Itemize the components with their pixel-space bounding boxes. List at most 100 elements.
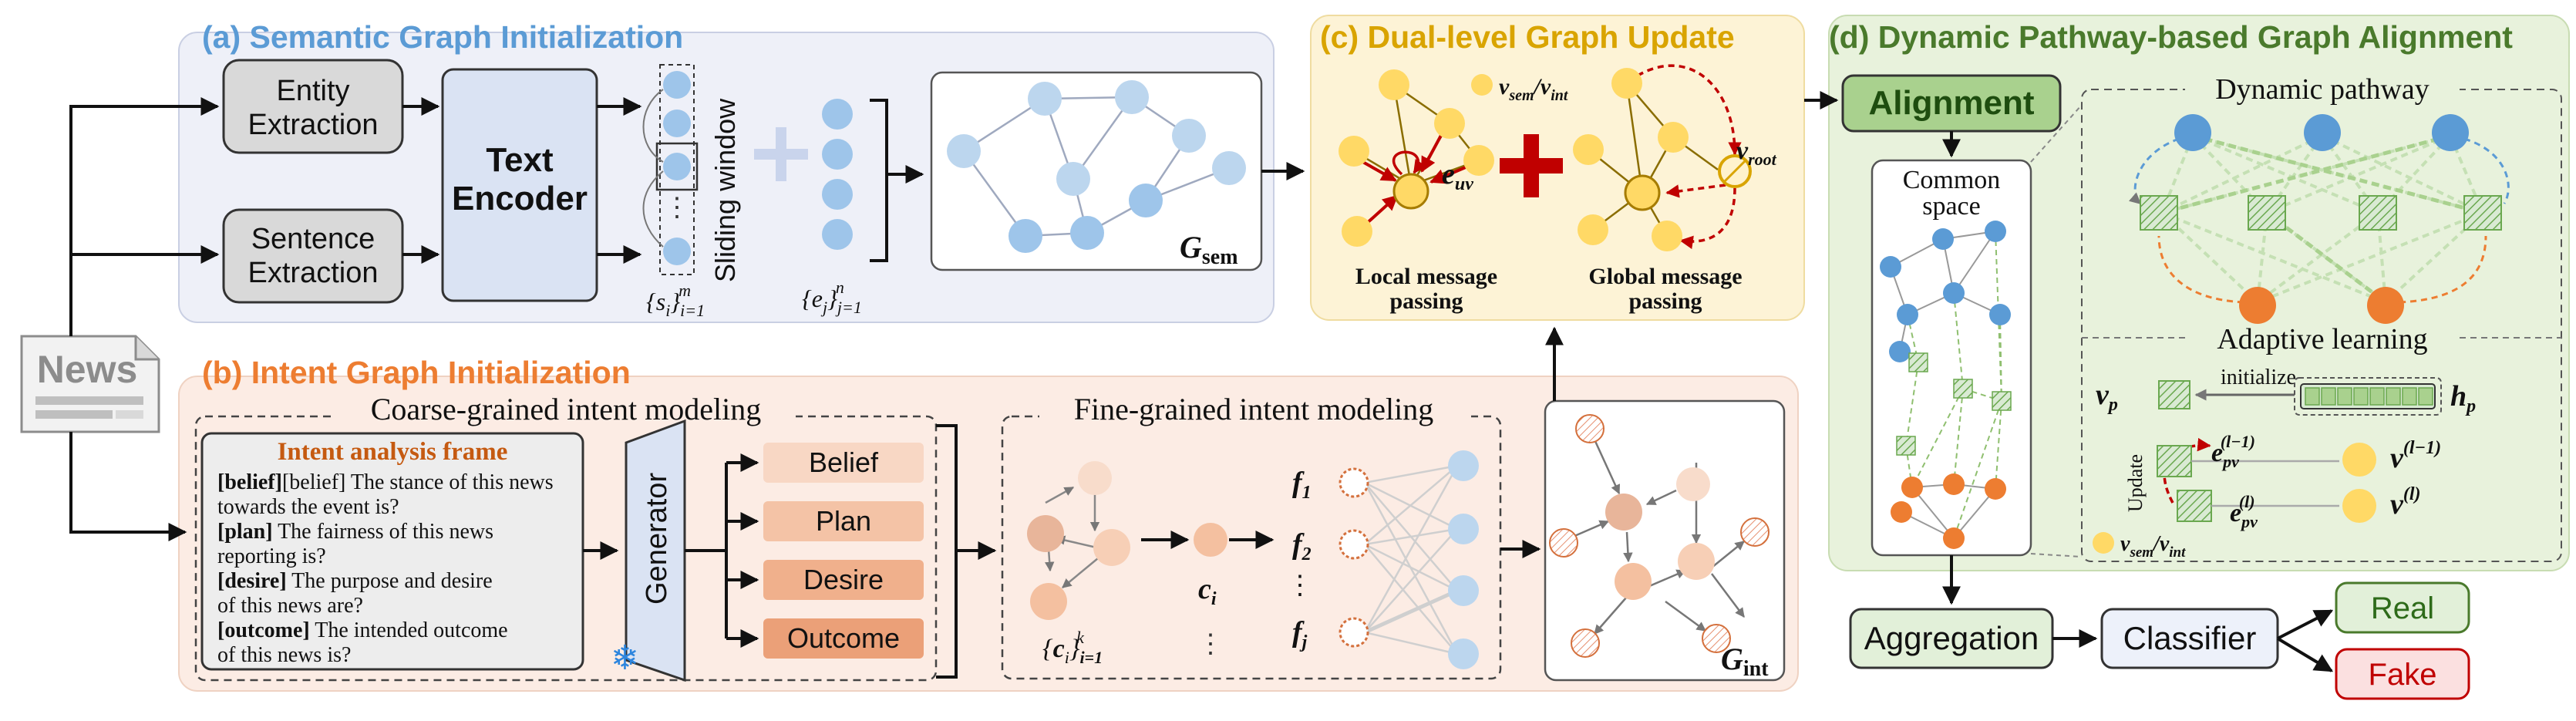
update-arrow (2163, 437, 2211, 504)
yellow-node (1434, 108, 1465, 139)
pathway-node (2359, 195, 2397, 231)
yellow-node (1379, 69, 1409, 100)
int-node (1676, 467, 1710, 501)
intent-blue-node (1448, 638, 1479, 669)
outcome-box (763, 618, 924, 659)
vp-node (2158, 380, 2190, 409)
yellow-node (1658, 122, 1689, 153)
sentence-extraction-line2: Extraction (248, 257, 379, 289)
legend-node-d (2093, 532, 2114, 554)
frame-line: towards the event is? (217, 495, 399, 519)
vp-cur-node (2177, 490, 2212, 522)
frame-line: reporting is? (217, 544, 326, 568)
ci-node (1194, 523, 1227, 557)
pathway-orange-node (2239, 287, 2276, 324)
frame-line: of this news are? (217, 594, 363, 618)
global-message-arrow (1679, 187, 1736, 249)
plan-box (763, 501, 924, 541)
e-node (822, 179, 853, 210)
e-node (822, 99, 853, 130)
intent-blue-node (1448, 450, 1479, 481)
intent-frame-title: Intent analysis frame (278, 438, 508, 466)
int-node (1605, 494, 1642, 531)
yellow-node (1339, 136, 1369, 167)
fake-label: Fake (2369, 658, 2437, 692)
plus-sign-h (754, 149, 808, 160)
self-loop-arrow (1392, 150, 1427, 176)
local-label-line2: passing (1389, 288, 1463, 314)
yellow-node (1573, 134, 1604, 165)
global-message-arrow (1665, 184, 1726, 198)
intent-blue-node (1448, 514, 1479, 544)
entity-extraction-line1: Entity (276, 75, 349, 107)
sliding-window-frame (659, 64, 695, 275)
sentence-extraction-line1: Sentence (251, 223, 375, 255)
panel-b-title: (b) Intent Graph Initialization (202, 355, 631, 390)
red-plus-h (1500, 158, 1563, 174)
text-encoder-box (441, 68, 598, 302)
semantic-graph-nodes (947, 80, 1246, 253)
yellow-node-center (1624, 174, 1661, 211)
aggregation-label: Aggregation (1864, 620, 2039, 656)
real-box (2335, 581, 2470, 634)
c-graph (1044, 486, 1100, 588)
pathway-blue-node (2304, 114, 2341, 151)
news-label: News (37, 348, 138, 391)
c-node (1078, 461, 1112, 495)
fake-box (2335, 648, 2470, 700)
hp-bracket (2294, 377, 2442, 416)
window-highlight-1 (655, 142, 699, 191)
generator-label: Generator (641, 473, 673, 605)
desire-box (763, 560, 924, 600)
f-ellipsis: ⋮ (1287, 571, 1313, 600)
c-node (1093, 529, 1130, 566)
pathway-node (2248, 195, 2286, 231)
legend-node (1471, 74, 1493, 96)
global-message-arrow (1637, 64, 1742, 156)
coarse-grained-title: Coarse-grained intent modeling (371, 392, 762, 426)
fine-grained-title: Fine-grained intent modeling (1074, 392, 1434, 426)
pathway-node (2140, 195, 2178, 231)
text-encoder-line2: Encoder (452, 180, 588, 217)
v-cur-node (2342, 489, 2376, 523)
frame-line: of this news is? (217, 643, 351, 667)
e-node (822, 139, 853, 170)
belief-box (763, 443, 924, 483)
global-label-line2: passing (1628, 288, 1702, 314)
semantic-bracket (870, 99, 888, 262)
entity-extraction-line2: Extraction (248, 109, 379, 141)
int-node (1615, 563, 1652, 600)
yellow-node (1611, 68, 1642, 99)
outcome-label: Outcome (787, 622, 900, 654)
f-node (1339, 467, 1369, 498)
frame-line: [plan] The fairness of this news (217, 520, 493, 544)
yellow-node (1342, 216, 1372, 247)
v-prev-node (2342, 443, 2376, 477)
int-node-hatched (1740, 517, 1770, 547)
panel-c-title: (c) Dual-level Graph Update (1320, 19, 1735, 55)
f-to-node-links (1363, 464, 1459, 655)
int-node-hatched (1702, 624, 1731, 653)
global-label-line1: Global message (1588, 264, 1742, 289)
f-node (1339, 529, 1369, 560)
intent-blue-node (1448, 575, 1479, 606)
f-node (1339, 617, 1369, 648)
yellow-node (1463, 145, 1494, 176)
desire-label: Desire (803, 564, 884, 595)
ci-ellipsis: ⋮ (1197, 629, 1224, 659)
real-label: Real (2371, 591, 2434, 625)
generator-box (625, 419, 686, 682)
frame-line: [belief][belief] The stance of this news (217, 470, 554, 494)
adaptive-learning-title: Adaptive learning (2217, 323, 2427, 355)
snowflake-icon: ❄ (611, 639, 639, 677)
s-node (663, 71, 691, 99)
common-space-line2: space (1922, 192, 1981, 221)
int-node-hatched (1575, 414, 1605, 443)
belief-label: Belief (809, 446, 879, 478)
f2-label: f2 (1292, 528, 1312, 564)
classifier-label: Classifier (2123, 620, 2257, 656)
c-set-label: {ci}i=1k (1042, 628, 1103, 667)
vp-prev-node (2157, 445, 2192, 477)
dynamic-pathway-title: Dynamic pathway (2215, 73, 2430, 106)
epv-prev-label: epv(l−1) (2211, 432, 2255, 471)
